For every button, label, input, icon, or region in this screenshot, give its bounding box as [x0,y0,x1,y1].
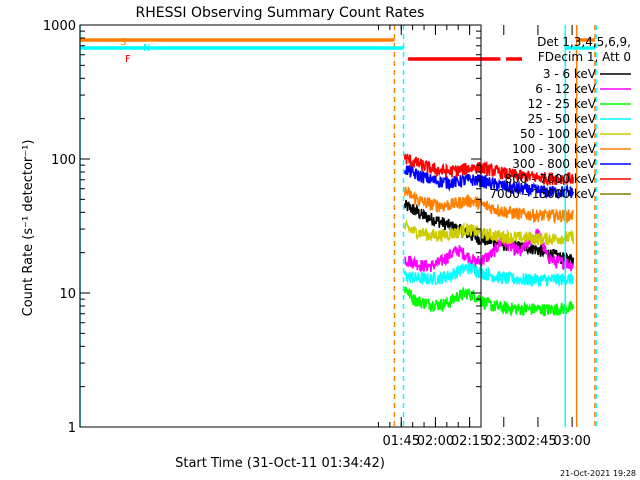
legend-label: 25 - 50 keV [528,112,597,126]
series-line-1 [403,228,575,274]
flag-label-n: N [143,43,150,54]
x-tick-label: 02:15 [451,434,488,449]
legend-header-line-1: Det 1,3,4,5,6,9, [537,35,631,49]
legend-label: 100 - 300 keV [512,142,596,156]
legend-label: 3 - 6 keV [543,67,597,81]
chart-title: RHESSI Observing Summary Count Rates [136,5,425,21]
legend-label: 800 - 7000 keV [505,172,597,186]
plot-frame [79,24,482,428]
series-line-7 [403,153,575,187]
y-tick-label: 10 [59,287,76,302]
flag-label-s: S [120,37,126,48]
series-line-3 [403,261,574,288]
plot-area: S N F 1 10 100 1000 01:4502:0002:1502:3002:4503… [43,19,597,449]
x-tick-label: 01:45 [383,434,420,449]
series-line-5 [403,185,574,225]
x-tick-label: 02:00 [417,434,454,449]
y-axis-label: Count Rate (s⁻¹ detector⁻¹) [21,140,36,317]
y-tick-label: 1000 [43,19,76,34]
x-tick-label: 03:00 [553,434,590,449]
flag-label-f: F [125,54,131,65]
legend-header-line-2: FDecim 1, Att 0 [538,50,631,64]
series-line-6 [403,164,575,200]
legend-label: 300 - 800 keV [512,157,596,171]
legend-label: 7000 - 15000 keV [489,187,596,201]
series-line-4 [403,219,575,246]
x-tick-label: 02:45 [519,434,556,449]
legend-label: 6 - 12 keV [535,82,597,96]
legend-label: 50 - 100 keV [520,127,597,141]
x-tick-label: 02:30 [485,434,522,449]
series-line-2 [403,285,575,318]
legend-label: 12 - 25 keV [528,97,597,111]
y-tick-label: 100 [51,153,76,168]
footer-date: 21-Oct-2021 19:28 [560,469,636,478]
x-axis-label: Start Time (31-Oct-11 01:34:42) [175,456,385,471]
legend: Det 1,3,4,5,6,9, FDecim 1, Att 0 3 - 6 k… [489,35,631,201]
y-tick-label: 1 [68,421,76,436]
